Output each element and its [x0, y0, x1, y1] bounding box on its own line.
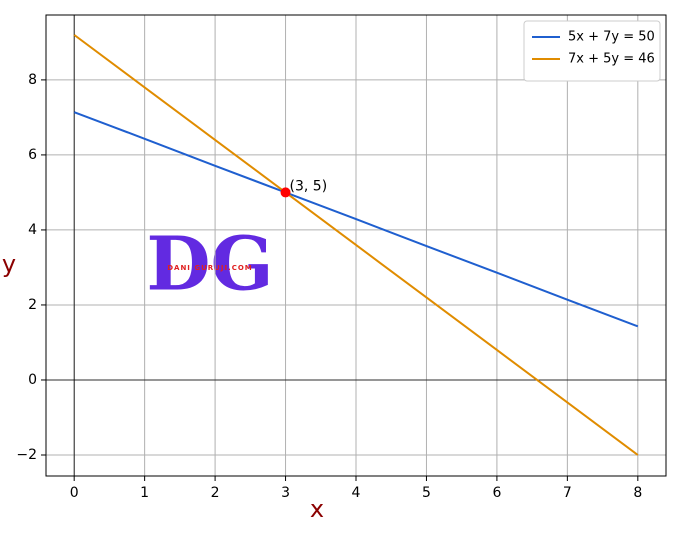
x-tick-label: 5 [422, 485, 431, 501]
x-tick-label: 0 [70, 485, 79, 501]
x-tick-label: 7 [563, 485, 572, 501]
y-tick-label: 6 [28, 147, 37, 163]
y-tick-label: 0 [28, 372, 37, 388]
x-tick-label: 6 [492, 485, 501, 501]
x-tick-label: 4 [352, 485, 361, 501]
legend-label: 5x + 7y = 50 [568, 30, 655, 45]
watermark-logo: DG [146, 222, 273, 308]
series-line [73, 34, 639, 456]
plot-frame [45, 14, 667, 477]
y-tick-label: 2 [28, 297, 37, 313]
y-tick-label: −2 [16, 447, 37, 463]
x-tick-label: 3 [281, 485, 290, 501]
series-line [73, 111, 639, 328]
x-tick-label: 2 [211, 485, 220, 501]
x-axis-label: x [310, 495, 324, 523]
watermark-text: DANI GURUJI.COM [167, 264, 253, 272]
point [280, 187, 291, 198]
point-label: (3, 5) [290, 178, 328, 194]
y-tick-label: 8 [28, 72, 37, 88]
x-tick-label: 8 [633, 485, 642, 501]
y-axis-label: y [2, 250, 16, 278]
x-tick-label: 1 [140, 485, 149, 501]
y-tick-label: 4 [28, 222, 37, 238]
legend-label: 7x + 5y = 46 [568, 52, 655, 67]
